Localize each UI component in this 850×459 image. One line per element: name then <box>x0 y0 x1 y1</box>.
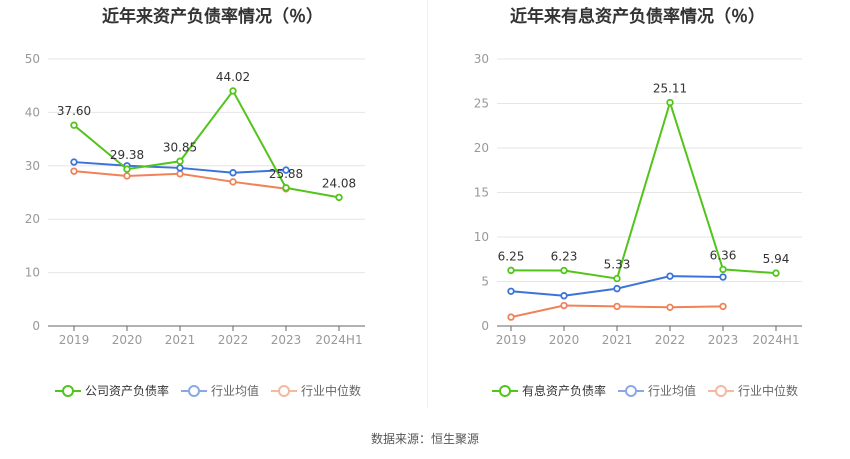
legend-item-interest-bearing[interactable]: 有息资产负债率 <box>492 382 606 399</box>
data-point <box>282 166 290 174</box>
x-tick-label: 2019 <box>496 333 527 347</box>
x-tick-label: 2023 <box>271 333 302 347</box>
legend-left: 公司资产负债率 行业均值 行业中位数 <box>55 382 361 399</box>
data-point <box>70 158 78 166</box>
legend-item-industry-avg[interactable]: 行业均值 <box>181 382 259 399</box>
legend-label: 行业中位数 <box>301 384 362 398</box>
y-tick-label: 10 <box>25 266 40 280</box>
x-tick-label: 2022 <box>218 333 249 347</box>
data-point <box>666 98 674 107</box>
interest-bearing-chart: 0 5 10 15 20 25 30 2019 2020 2021 2022 2023 2024H1 6.… <box>474 52 802 347</box>
x-tick-label: 2024H1 <box>315 333 362 347</box>
data-point <box>335 193 343 202</box>
x-tick-label: 2019 <box>59 333 90 347</box>
y-tick-label: 20 <box>25 212 40 226</box>
data-label: 30.85 <box>163 140 197 154</box>
legend-marker-icon <box>271 384 298 397</box>
legend-label: 行业均值 <box>211 384 260 398</box>
y-tick-label: 15 <box>474 186 489 200</box>
series-line <box>510 99 777 280</box>
data-point <box>282 184 290 192</box>
data-point <box>719 273 727 281</box>
data-point <box>613 302 621 311</box>
data-point <box>70 167 78 175</box>
y-tick-label: 30 <box>25 159 40 173</box>
data-point <box>123 165 131 173</box>
x-tick-label: 2024H1 <box>752 333 799 347</box>
data-point <box>507 313 515 321</box>
legend-item-industry-median[interactable]: 行业中位数 <box>271 382 361 399</box>
legend-item-company[interactable]: 公司资产负债率 <box>55 382 169 399</box>
data-point <box>772 269 780 277</box>
data-point <box>123 172 131 180</box>
series-line <box>73 89 340 199</box>
data-point <box>176 157 184 165</box>
data-point <box>613 284 621 293</box>
x-tick-label: 2022 <box>655 333 686 347</box>
x-tick-label: 2021 <box>602 333 633 347</box>
y-tick-label: 10 <box>474 230 489 244</box>
data-point <box>560 301 568 310</box>
legend-label: 行业中位数 <box>738 384 799 398</box>
legend-right: 有息资产负债率 行业均值 行业中位数 <box>492 382 798 399</box>
legend-item-industry-median[interactable]: 行业中位数 <box>708 382 798 399</box>
data-point <box>229 178 237 186</box>
data-point <box>666 272 674 280</box>
data-point <box>507 266 515 275</box>
data-source: 数据来源：恒生聚源 <box>370 432 479 446</box>
y-tick-label: 50 <box>25 52 40 66</box>
legend-marker-icon <box>618 384 645 397</box>
data-label: 24.08 <box>322 176 356 190</box>
data-point <box>229 169 237 177</box>
y-tick-label: 30 <box>474 52 489 66</box>
data-label: 5.33 <box>604 258 631 272</box>
x-tick-label: 2023 <box>708 333 739 347</box>
data-point <box>507 287 515 295</box>
data-point <box>560 292 568 300</box>
legend-item-industry-avg[interactable]: 行业均值 <box>618 382 696 399</box>
x-tick-label: 2020 <box>549 333 580 347</box>
data-point <box>229 87 237 95</box>
data-label: 25.11 <box>653 82 687 96</box>
data-point <box>176 170 184 178</box>
chart-title-asset-liability: 近年来资产负债率情况（％） <box>102 7 323 27</box>
data-point <box>719 302 727 311</box>
y-tick-label: 20 <box>474 141 489 155</box>
legend-label: 公司资产负债率 <box>85 384 170 398</box>
y-tick-label: 40 <box>25 105 40 119</box>
legend-marker-icon <box>492 384 518 397</box>
x-tick-label: 2020 <box>112 333 143 347</box>
chart-title-interest-bearing: 近年来有息资产负债率情况（％） <box>510 7 765 27</box>
data-label: 5.94 <box>763 252 790 266</box>
data-point <box>613 274 621 283</box>
data-point <box>70 121 78 129</box>
y-tick-label: 5 <box>481 275 489 289</box>
divider <box>427 0 428 408</box>
legend-label: 有息资产负债率 <box>522 384 607 398</box>
legend-marker-icon <box>708 384 735 397</box>
data-label: 29.38 <box>110 148 144 162</box>
legend-marker-icon <box>55 384 81 397</box>
data-label: 6.23 <box>551 250 578 264</box>
data-label: 6.25 <box>498 249 525 263</box>
data-point <box>719 265 727 274</box>
data-label: 6.36 <box>710 248 737 262</box>
data-label: 25.88 <box>269 167 303 181</box>
x-tick-label: 2021 <box>165 333 196 347</box>
legend-marker-icon <box>181 384 208 397</box>
y-tick-label: 25 <box>474 97 489 111</box>
data-label: 44.02 <box>216 70 250 84</box>
data-point <box>560 266 568 275</box>
y-tick-label: 0 <box>481 319 489 333</box>
y-tick-label: 0 <box>32 319 40 333</box>
data-point <box>666 303 674 312</box>
data-label: 37.60 <box>57 104 91 118</box>
asset-liability-chart: 0 10 20 30 40 50 2019 2020 2021 2022 2023 2024H1 37.… <box>25 52 365 347</box>
data-point <box>176 164 184 172</box>
legend-label: 行业均值 <box>648 384 697 398</box>
